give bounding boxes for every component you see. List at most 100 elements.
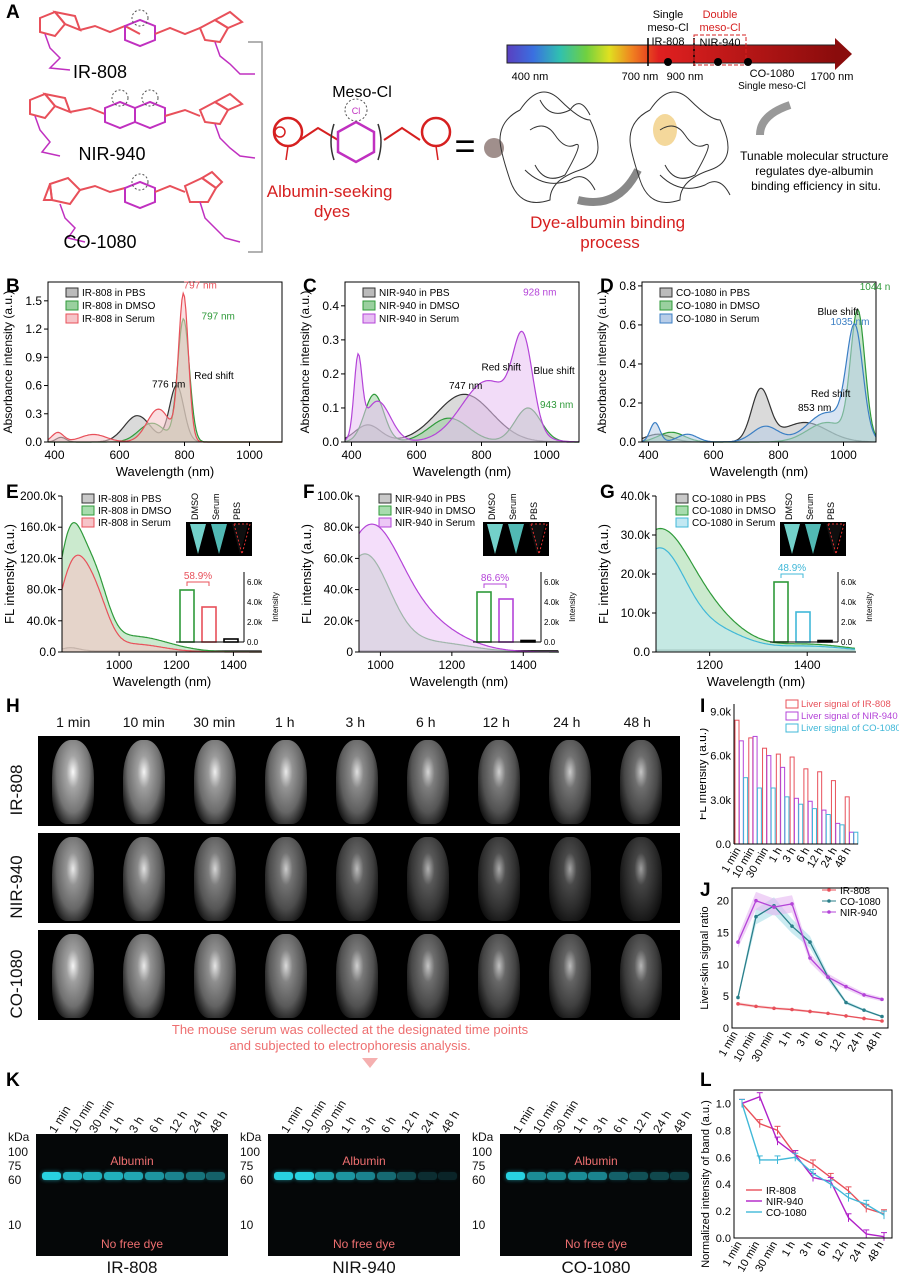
time-label: 1 h [275,714,295,730]
spectrum-ir808: IR-808 [651,36,684,48]
gel-time-label: 12 h [166,1108,191,1136]
kda-mark: 60 [8,1173,22,1187]
kda-mark: 10 [8,1218,22,1232]
legend-swatch [65,287,79,298]
data-point [790,902,794,906]
vial-1 [211,524,227,554]
y-tick-label: 6.0k [710,751,731,763]
y-tick-label: 0.1 [322,401,339,415]
vial-label: DMSO [190,493,200,520]
vial-2 [826,524,842,554]
bar [789,756,795,845]
inset-tick-label: 6.0k [247,578,263,587]
series-line-2 [741,1103,885,1216]
mouse-image [194,934,236,1018]
data-point [790,924,794,928]
gel-band [42,1172,61,1180]
vial-label: DMSO [784,493,794,520]
molecule-nir940-icon [29,89,256,159]
legend-swatch [659,313,673,324]
inset-tick-label: 4.0k [544,598,560,607]
bar [748,737,754,845]
gel-dye-label: CO-1080 [561,1258,631,1277]
mouse-image-row-0 [38,736,680,826]
legend-swatch [362,300,376,311]
bar [752,735,758,845]
legend-label: NIR-940 in DMSO [395,506,476,517]
x-tick-label: 3 h [795,1030,813,1049]
data-point [844,984,848,989]
y-axis-label: FL intensity (a.u.) [299,524,314,624]
y-tick-label: 120.0k [20,551,57,565]
mouse-image [194,837,236,921]
binding-arrow-icon [577,168,642,206]
panel-label-b: B [6,276,20,297]
series-fill-2 [62,555,262,652]
legend-label: NIR-940 in Serum [395,518,475,529]
gel-dye-label: IR-808 [106,1258,158,1277]
mouse-image [336,934,378,1018]
data-point [754,898,758,903]
series-fill-2 [359,524,559,652]
time-label: 1 min [56,714,91,730]
y-axis-label: Normalized intensity of band (a.u.) [700,1100,712,1268]
y-tick-label: 0.6 [25,379,42,393]
inset-tick-label: 2.0k [841,618,857,627]
annotation-label: 776 nm [152,379,185,390]
bar [821,809,827,845]
legend-marker [827,888,831,892]
panel-label-f: F [303,482,315,503]
inset-tick-label: 0.0 [841,638,853,647]
serum-note-line1: The mouse serum was collected at the des… [171,1022,529,1037]
bar [734,719,740,845]
time-label: 3 h [345,714,365,730]
time-label: 24 h [553,714,581,730]
panel-label-d: D [600,276,614,297]
panel-a-figure: IR-808 NIR-940 CO-1080 Meso-Cl [29,9,889,253]
y-axis-label: Liver-skin signal ratio [700,906,711,1009]
data-point [808,956,812,960]
panel-label-g: G [600,482,615,503]
dye-label-co1080: CO-1080 [63,232,136,252]
x-tick-label: 400 [44,448,64,462]
albumin-seeking-label: Albumin-seeking dyes [267,182,397,221]
albumin-protein-icon [499,91,599,203]
pbs-vial-outline [530,523,548,556]
bar [743,777,749,845]
vial-2 [529,524,545,554]
mouse-image [123,934,165,1018]
legend-swatch [65,313,79,324]
gel-band [397,1172,416,1180]
legend-label: Liver signal of CO-1080 [801,723,899,734]
y-tick-label: 0.3 [322,333,339,347]
kda-unit: kDa [472,1130,494,1144]
legend-swatch [378,493,392,504]
down-arrow-icon [362,1058,378,1068]
x-tick-label: 1 h [780,1240,798,1259]
legend-label: IR-808 in DMSO [82,301,156,312]
data-point [862,1008,866,1012]
inset-bar-0 [476,591,492,643]
kda-mark: 100 [8,1145,29,1159]
y-axis-label: Absorbance intensity (a.u.) [1,291,15,434]
bar [830,780,836,845]
legend-label: IR-808 [840,886,870,897]
y-tick-label: 0.0 [633,645,650,659]
legend-swatch [362,313,376,324]
y-tick-label: 3.0k [710,795,731,807]
annotation-label: 1044 nm [860,282,891,293]
x-axis-label: Wavelength (nm) [413,464,512,479]
gel-time-label: 48 h [438,1108,463,1136]
time-label: 10 min [122,714,165,730]
bar [738,740,744,845]
y-tick-label: 0.0 [619,435,636,449]
albumin-seeking-line2: dyes [314,202,350,221]
kda-mark: 10 [240,1218,254,1232]
x-axis-label: Wavelength (nm) [410,674,509,689]
gel-time-label: 24 h [186,1108,211,1136]
series-line-2 [641,323,877,443]
bar [793,797,799,845]
mouse-image [478,740,520,824]
x-tick-label: 600 [109,448,129,462]
